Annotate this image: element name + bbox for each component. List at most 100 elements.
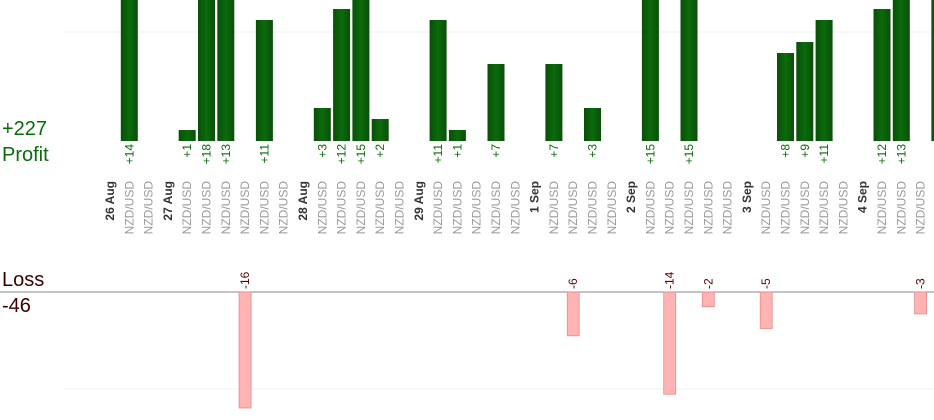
pair-label: NZD/USD: [142, 181, 156, 235]
date-label: 1 Sep: [528, 181, 542, 213]
profit-value-label: +3: [586, 144, 600, 158]
profit-value-label: +12: [875, 144, 889, 165]
loss-value-label: -14: [663, 271, 677, 289]
profit-bar: [584, 108, 601, 141]
pair-label: NZD/USD: [257, 181, 271, 235]
profit-value-label: +1: [450, 144, 464, 158]
profit-value-label: +9: [798, 144, 812, 158]
pair-label: NZD/USD: [566, 181, 580, 235]
profit-bar: [777, 53, 794, 141]
pair-label: NZD/USD: [682, 181, 696, 235]
profit-value-label: +2: [373, 144, 387, 158]
profit-value-label: +13: [894, 144, 908, 165]
pair-label: NZD/USD: [470, 181, 484, 235]
loss-value-label: -2: [701, 278, 715, 289]
date-label: 3 Sep: [740, 181, 754, 213]
pair-label: NZD/USD: [373, 181, 387, 235]
profit-value-label: +11: [257, 144, 271, 164]
profit-value-label: +15: [354, 144, 368, 165]
profit-bar: [217, 0, 235, 141]
pair-label: NZD/USD: [489, 181, 503, 235]
profit-value-label: +26: [933, 144, 934, 165]
profit-bar: [796, 42, 814, 141]
profit-bar: [429, 20, 447, 141]
pair-label: NZD/USD: [586, 181, 600, 235]
profit-bar: [873, 9, 891, 141]
pair-label: NZD/USD: [180, 181, 194, 235]
profit-value-label: +1: [180, 144, 194, 158]
profit-bar: [313, 108, 331, 141]
pair-label: NZD/USD: [508, 181, 522, 235]
pair-label: NZD/USD: [277, 181, 291, 235]
profit-value-label: +8: [779, 144, 793, 158]
loss-bar: [566, 291, 580, 337]
loss-label: Loss: [2, 269, 45, 291]
loss-bar: [663, 291, 677, 395]
pair-label: NZD/USD: [759, 181, 773, 235]
profit-value-label: +13: [219, 144, 233, 165]
profit-value-label: +11: [817, 144, 831, 164]
loss-bar: [238, 291, 252, 409]
pair-label: NZD/USD: [122, 181, 136, 235]
pair-label: NZD/USD: [701, 181, 715, 235]
loss-bar: [701, 291, 715, 308]
date-label: 4 Sep: [856, 181, 870, 213]
loss-bar: [914, 291, 927, 315]
pair-label: NZD/USD: [779, 181, 793, 235]
pair-label: NZD/USD: [547, 181, 561, 235]
profit-bar: [931, 0, 934, 141]
pair-label: NZD/USD: [875, 181, 889, 235]
profit-value-label: +15: [682, 144, 696, 165]
date-label: 26 Aug: [103, 181, 117, 221]
profit-value-label: +15: [643, 144, 657, 165]
date-label: 27 Aug: [161, 181, 175, 221]
profit-value-label: +11: [431, 144, 445, 164]
pair-label: NZD/USD: [663, 181, 677, 235]
pair-label: NZD/USD: [914, 181, 928, 235]
loss-value-label: -3: [914, 278, 928, 289]
profit-value-label: +3: [315, 144, 329, 158]
profit-value-label: +18: [200, 144, 214, 165]
loss-value-label: -6: [566, 278, 580, 289]
profit-bar: [120, 0, 138, 141]
profit-bar: [352, 0, 370, 141]
date-label: 2 Sep: [624, 181, 638, 213]
loss-value-label: -16: [238, 271, 252, 289]
profit-bar: [892, 0, 910, 141]
profit-value-label: +12: [335, 144, 349, 165]
pair-label: NZD/USD: [817, 181, 831, 235]
profit-bar: [448, 130, 466, 141]
profit-total: +227: [2, 118, 48, 140]
profit-bar: [371, 119, 389, 141]
profit-bar: [545, 64, 563, 141]
pair-label: NZD/USD: [219, 181, 233, 235]
pair-label: NZD/USD: [431, 181, 445, 235]
pair-label: NZD/USD: [238, 181, 252, 235]
pair-label: NZD/USD: [894, 181, 908, 235]
loss-bars: -16 -6 -14 -2 -5 -3: [238, 271, 928, 409]
profit-bar: [815, 20, 833, 141]
pair-label: NZD/USD: [933, 181, 934, 235]
profit-bars: +14 +1 +18 +13 +11 +3 +12 +15 +2 +11 +1 +7 +7 +3 +15 +1…: [120, 0, 934, 165]
date-label: 28 Aug: [296, 181, 310, 221]
profit-bar: [333, 9, 351, 141]
profit-value-label: +7: [547, 144, 561, 158]
pair-label: NZD/USD: [335, 181, 349, 235]
pair-label: NZD/USD: [315, 181, 329, 235]
profit-value-label: +7: [489, 144, 503, 158]
pair-label: NZD/USD: [393, 181, 407, 235]
pair-label: NZD/USD: [200, 181, 214, 235]
pair-label: NZD/USD: [605, 181, 619, 235]
profit-label: Profit: [2, 144, 49, 166]
profit-bar: [255, 20, 273, 141]
pair-label: NZD/USD: [450, 181, 464, 235]
profit-bar: [680, 0, 698, 141]
loss-total: -46: [2, 295, 31, 317]
pair-label: NZD/USD: [354, 181, 368, 235]
profit-bar: [178, 130, 196, 141]
profit-bar: [487, 64, 505, 141]
profit-bar: [198, 0, 215, 141]
profit-bar: [641, 0, 659, 141]
loss-value-label: -5: [759, 278, 773, 289]
